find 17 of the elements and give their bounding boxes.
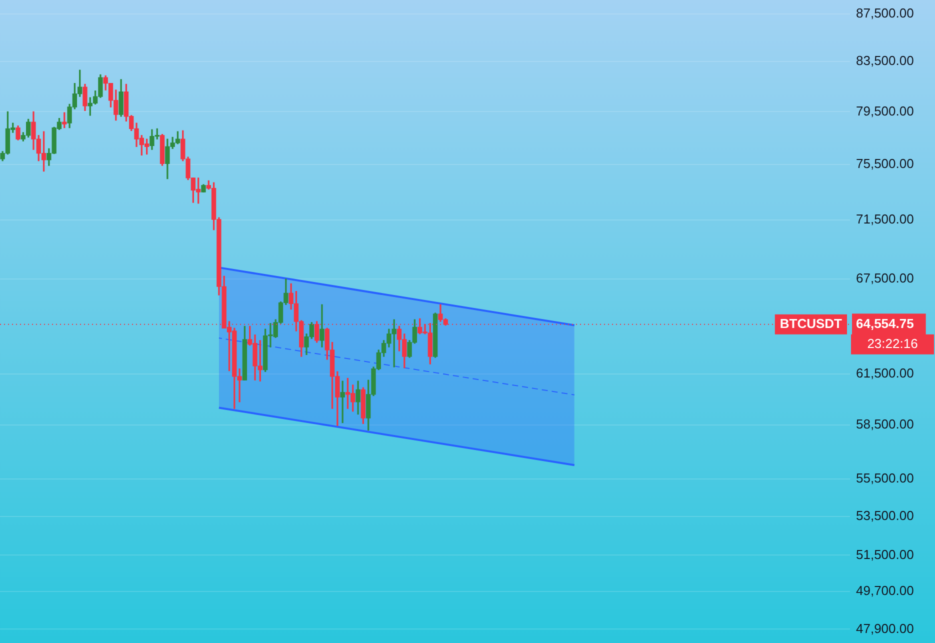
y-tick-label: 75,500.00 bbox=[856, 156, 914, 172]
y-tick-label: 87,500.00 bbox=[856, 5, 914, 20]
y-tick-label: 71,500.00 bbox=[856, 212, 914, 227]
y-tick-label: 49,700.00 bbox=[856, 583, 914, 598]
ref-line-label: BTCUSDT bbox=[780, 316, 842, 332]
y-tick-label: 64,554.75 bbox=[856, 316, 914, 332]
y-tick-label: 53,500.00 bbox=[856, 508, 914, 523]
y-tick-label: 51,500.00 bbox=[856, 546, 914, 562]
y-tick-label: 47,900.00 bbox=[856, 620, 914, 636]
y-tick-label: 67,500.00 bbox=[856, 270, 914, 286]
y-tick-label: 83,500.00 bbox=[856, 53, 914, 68]
y-tick-label: 58,500.00 bbox=[856, 416, 914, 432]
candlestick bbox=[340, 380, 345, 424]
text: 23:22:16 bbox=[867, 336, 918, 352]
y-tick-label: 61,500.00 bbox=[856, 366, 914, 381]
y-tick-label: 79,500.00 bbox=[856, 103, 914, 118]
y-tick-label: 55,500.00 bbox=[856, 470, 914, 486]
